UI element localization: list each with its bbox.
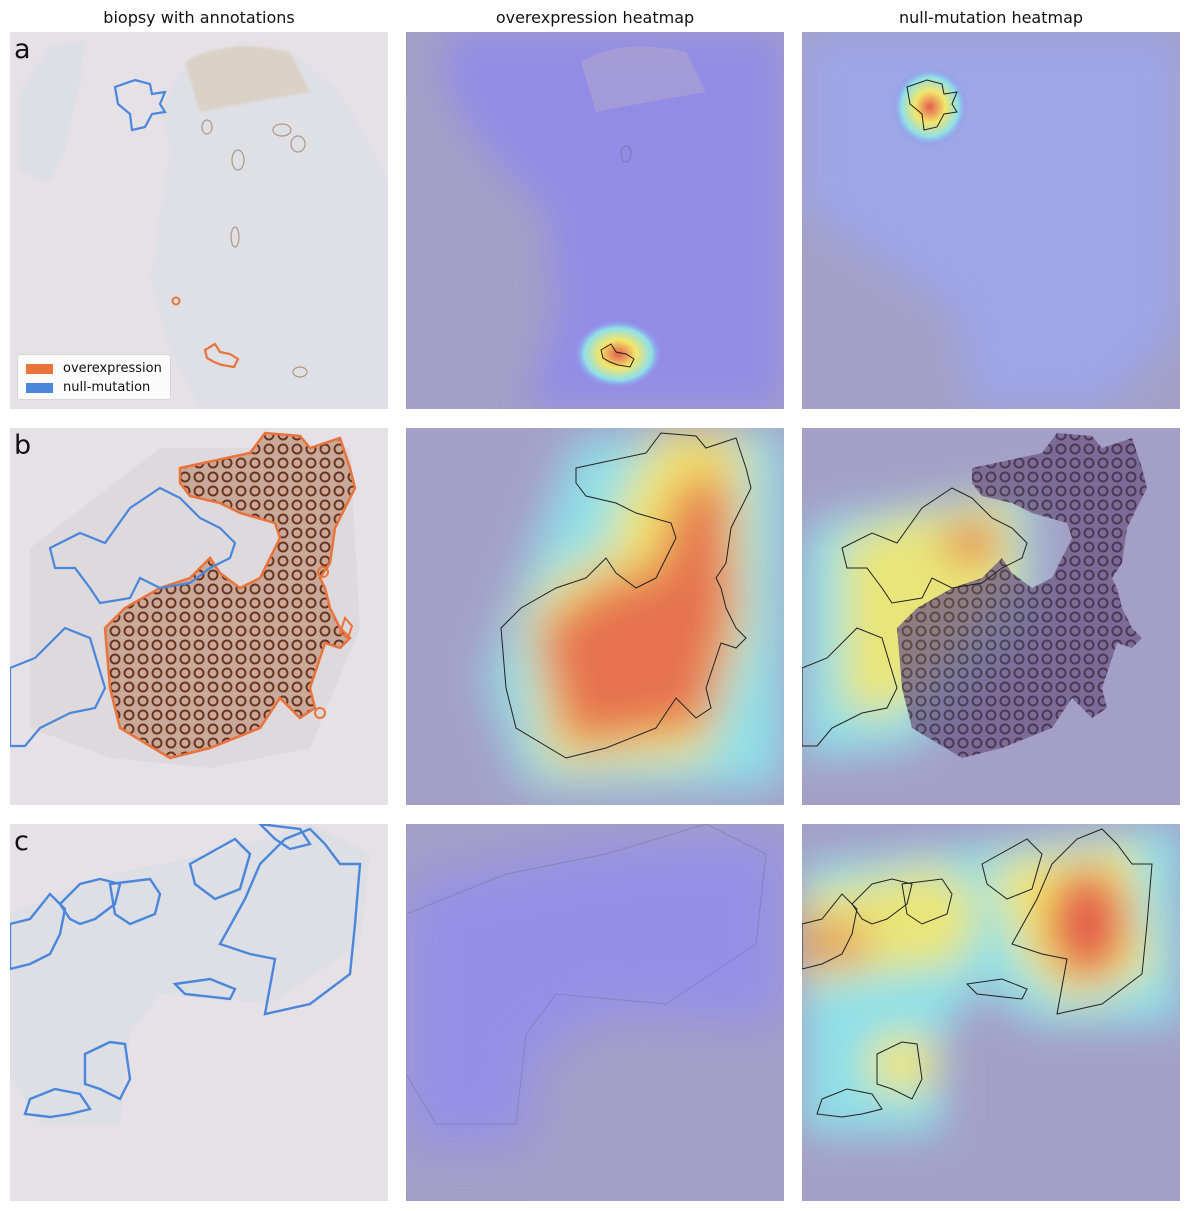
panel-b-null-mutation-heatmap xyxy=(802,428,1180,805)
annotation-outline xyxy=(500,432,752,759)
heatmap-hotspot xyxy=(892,67,968,147)
null-mutation-annotation-a xyxy=(113,78,167,132)
row-label-a: a xyxy=(14,34,31,65)
annotation-outline xyxy=(906,79,958,131)
legend-item-overexpression: overexpression xyxy=(24,359,164,378)
heatmap-low-region xyxy=(446,32,784,409)
panel-a-biopsy: a overexpression null-mutation xyxy=(10,32,388,409)
legend-swatch-null-mutation xyxy=(26,382,53,393)
heatmap-low-region xyxy=(406,834,784,1144)
heatmap-hotspot xyxy=(573,319,663,389)
annotation-outlines xyxy=(802,828,1153,1118)
heatmap-low-region xyxy=(802,32,1180,409)
legend-swatch-overexpression xyxy=(26,363,53,374)
null-mutation-annotation-b1 xyxy=(48,486,237,605)
panel-c-biopsy: c xyxy=(10,824,388,1201)
stained-glands xyxy=(201,119,308,378)
tissue-overlay xyxy=(581,46,706,163)
legend-label-null-mutation: null-mutation xyxy=(63,380,151,395)
panel-a-overexpression-heatmap xyxy=(406,32,784,409)
null-mutation-annotation-b2 xyxy=(10,626,107,748)
heatmap-regions xyxy=(802,824,1180,1134)
annotation-outline xyxy=(841,487,1028,604)
heatmap-regions xyxy=(486,428,784,788)
annotation-outline xyxy=(802,627,898,747)
column-title-overexpression: overexpression heatmap xyxy=(495,8,695,27)
overexpression-annotation-a xyxy=(203,342,240,369)
legend-label-overexpression: overexpression xyxy=(63,361,162,376)
panel-b-biopsy: b xyxy=(10,428,388,805)
panel-c-overexpression-heatmap xyxy=(406,824,784,1201)
overexpression-annotation-b xyxy=(103,431,357,760)
overexpression-annotation-small xyxy=(171,296,181,306)
panel-a-null-mutation-heatmap xyxy=(802,32,1180,409)
row-label-b: b xyxy=(14,430,32,461)
row-label-c: c xyxy=(14,826,29,857)
tissue-overlay xyxy=(406,824,767,1125)
column-title-null-mutation: null-mutation heatmap xyxy=(898,8,1084,27)
dark-tissue xyxy=(897,433,1147,758)
tissue-section xyxy=(10,824,370,1124)
panel-b-overexpression-heatmap xyxy=(406,428,784,805)
column-title-biopsy: biopsy with annotations xyxy=(103,8,295,27)
annotation-outline xyxy=(600,343,635,368)
legend: overexpression null-mutation xyxy=(17,354,171,400)
panel-c-null-mutation-heatmap xyxy=(802,824,1180,1201)
null-mutation-annotations xyxy=(10,824,362,1119)
legend-item-null-mutation: null-mutation xyxy=(24,378,164,397)
